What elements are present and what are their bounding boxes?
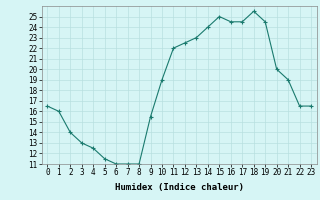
X-axis label: Humidex (Indice chaleur): Humidex (Indice chaleur) [115,183,244,192]
